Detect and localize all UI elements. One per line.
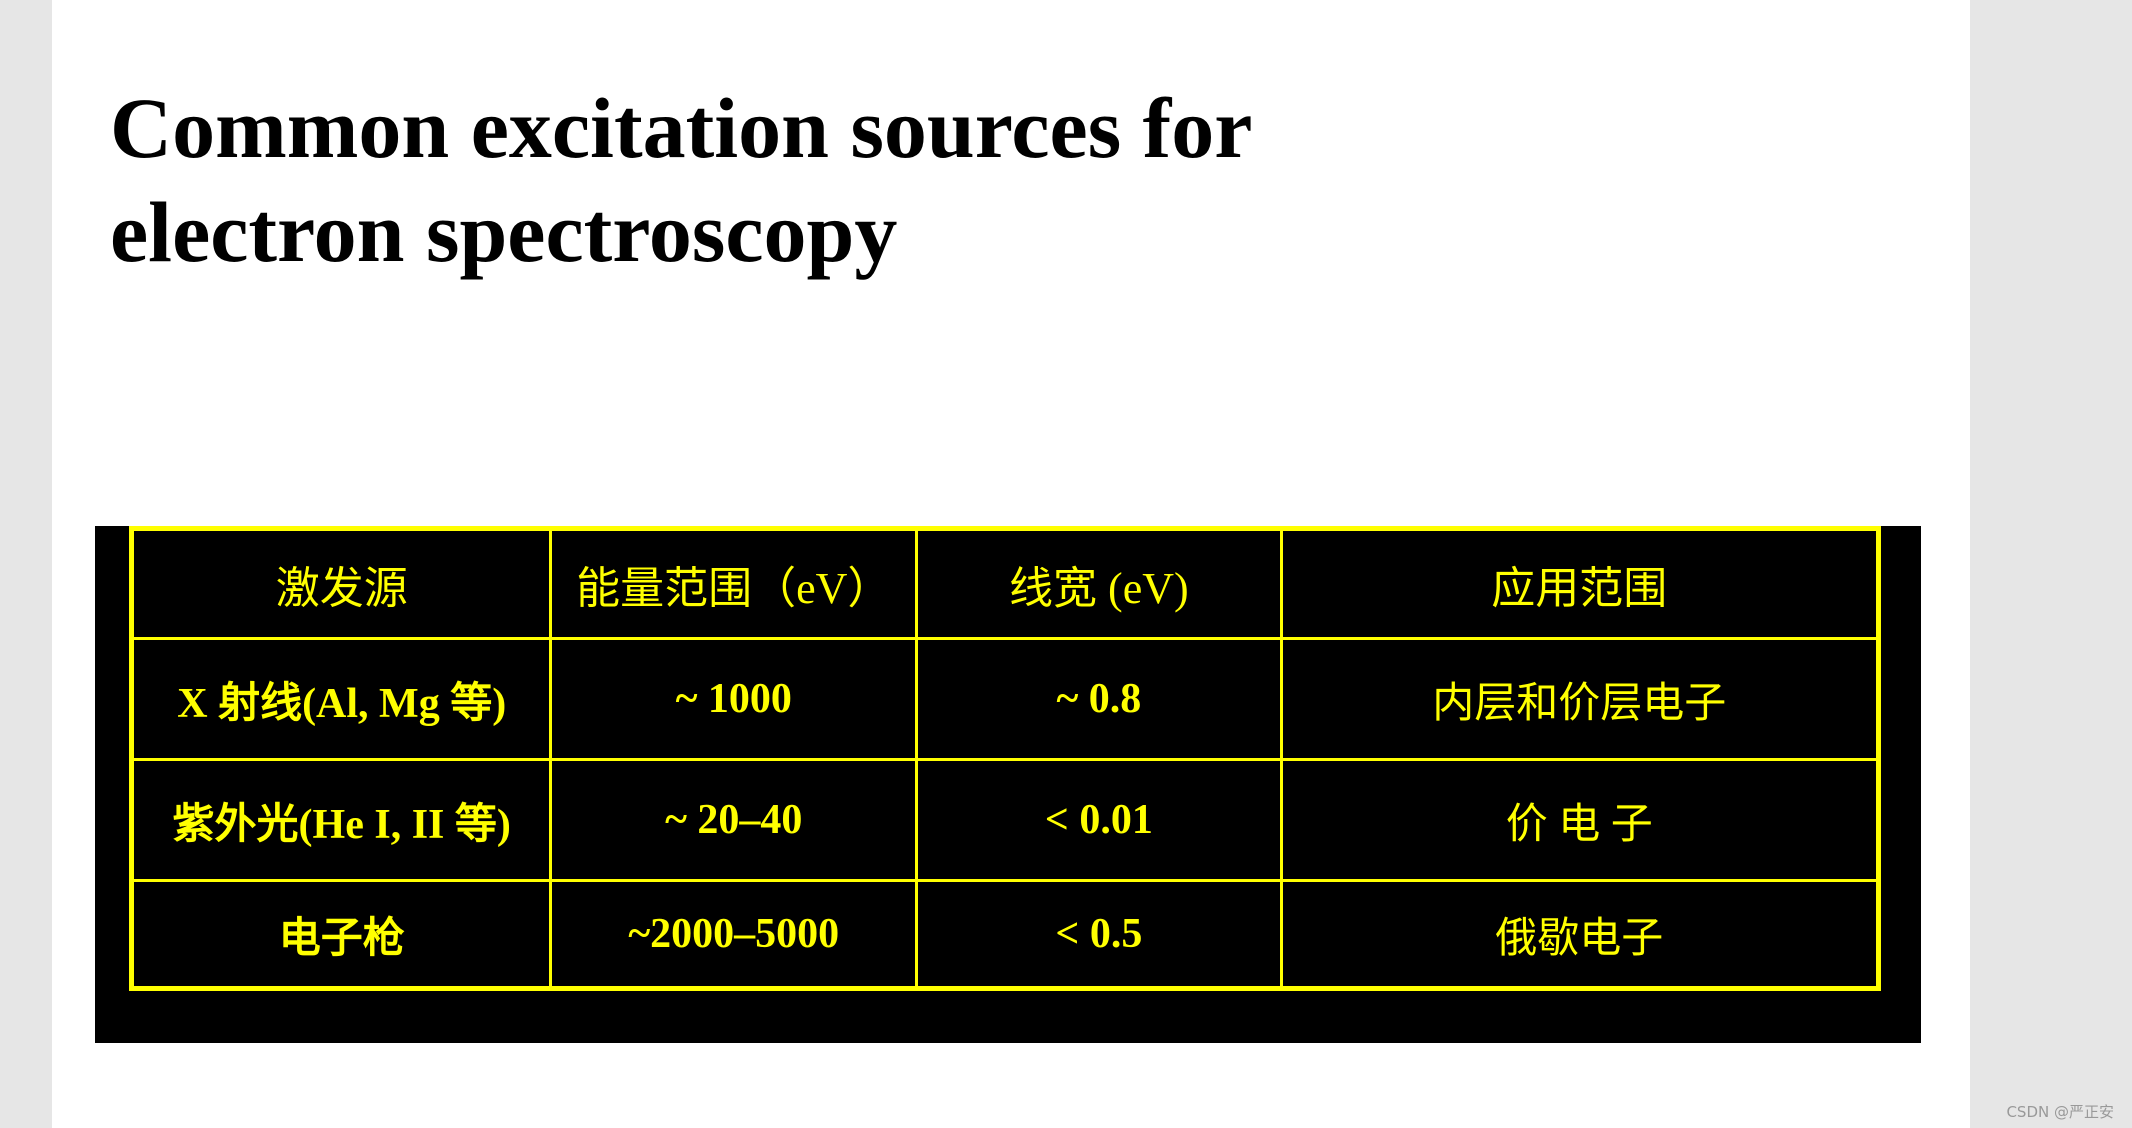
header-excitation-source: 激发源 (129, 527, 553, 640)
cell-source: X 射线(Al, Mg 等) (129, 637, 553, 761)
viewer-side-gutter (1972, 0, 2132, 1128)
header-energy-range: 能量范围（eV） (549, 527, 919, 640)
cell-source: 电子枪 (129, 879, 553, 990)
header-line-width: 线宽 (eV) (915, 527, 1283, 640)
header-application: 应用范围 (1279, 527, 1881, 640)
cell-linewidth: < 0.01 (915, 758, 1283, 882)
slide-page: Common excitation sources for electron s… (52, 0, 1970, 1128)
table-row: 电子枪 ~2000–5000 < 0.5 俄歇电子 (129, 879, 1881, 990)
cell-energy: ~2000–5000 (549, 879, 919, 990)
table-row: 紫外光(He I, II 等) ~ 20–40 < 0.01 价 电 子 (129, 758, 1881, 882)
cell-energy: ~ 20–40 (549, 758, 919, 882)
cell-application: 价 电 子 (1279, 758, 1881, 882)
table-row: X 射线(Al, Mg 等) ~ 1000 ~ 0.8 内层和价层电子 (129, 637, 1881, 761)
slide-title: Common excitation sources for electron s… (110, 76, 1252, 284)
table-panel: 激发源 能量范围（eV） 线宽 (eV) 应用范围 X 射线(Al, Mg 等)… (95, 526, 1921, 1043)
slide-title-line-2: electron spectroscopy (110, 184, 898, 280)
cell-source: 紫外光(He I, II 等) (129, 758, 553, 882)
csdn-watermark: CSDN @严正安 (2006, 1103, 2114, 1121)
slide-title-line-1: Common excitation sources for (110, 80, 1253, 176)
cell-application: 内层和价层电子 (1279, 637, 1881, 761)
table-header-row: 激发源 能量范围（eV） 线宽 (eV) 应用范围 (129, 527, 1881, 640)
cell-energy: ~ 1000 (549, 637, 919, 761)
excitation-sources-table: 激发源 能量范围（eV） 线宽 (eV) 应用范围 X 射线(Al, Mg 等)… (129, 526, 1881, 991)
cell-linewidth: < 0.5 (915, 879, 1283, 990)
cell-application: 俄歇电子 (1279, 879, 1881, 990)
cell-linewidth: ~ 0.8 (915, 637, 1283, 761)
